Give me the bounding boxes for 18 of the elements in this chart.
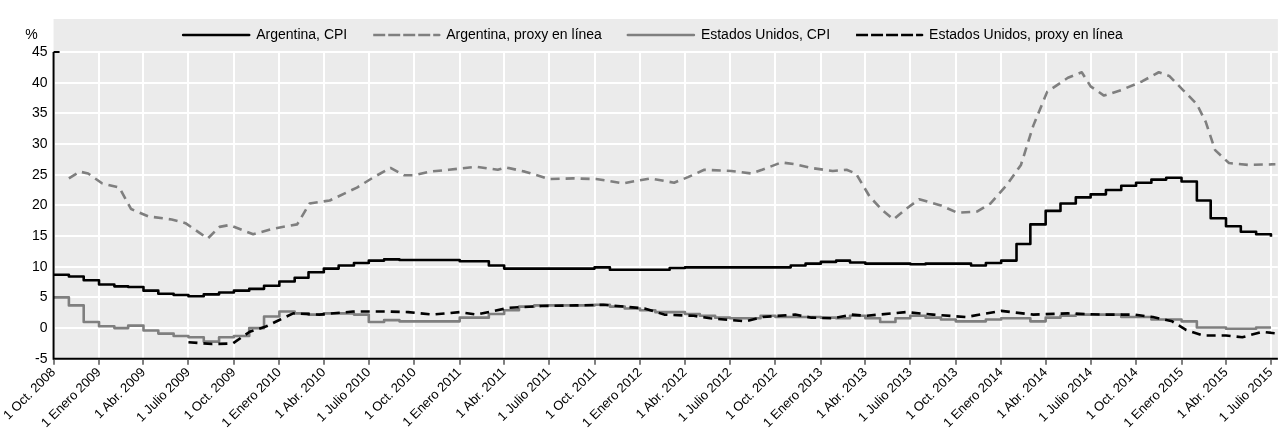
y-tick-label: 5 bbox=[39, 288, 48, 305]
y-axis-title: % bbox=[25, 25, 38, 42]
y-tick-label: 10 bbox=[31, 257, 48, 274]
legend-label: Argentina, proxy en línea bbox=[446, 25, 603, 42]
legend-label: Argentina, CPI bbox=[256, 25, 348, 42]
y-tick-label: 0 bbox=[39, 318, 48, 335]
y-tick-label: 35 bbox=[31, 104, 48, 121]
y-tick-label: 40 bbox=[31, 73, 48, 90]
line-series bbox=[187, 303, 1278, 346]
legend-label: Estados Unidos, proxy en línea bbox=[929, 25, 1124, 42]
line-series bbox=[67, 70, 1277, 240]
y-tick-label: 45 bbox=[31, 42, 48, 59]
y-tick-label: 30 bbox=[31, 134, 48, 151]
y-tick-label: 15 bbox=[31, 226, 48, 243]
y-tick-label: 20 bbox=[31, 196, 48, 213]
y-tick-label: 25 bbox=[31, 165, 48, 182]
y-tick-label: -5 bbox=[35, 349, 48, 366]
legend-label: Estados Unidos, CPI bbox=[700, 25, 831, 42]
